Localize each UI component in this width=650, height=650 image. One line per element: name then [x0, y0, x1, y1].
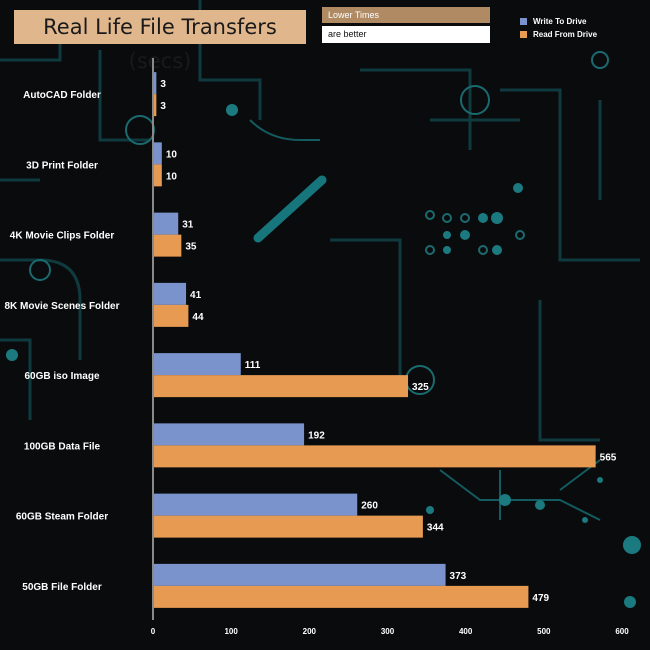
write-value-label-1: 10: [166, 149, 178, 160]
write-value-label-3: 41: [190, 290, 202, 301]
x-tick-label-4: 400: [459, 627, 473, 636]
x-tick-label-2: 200: [303, 627, 317, 636]
read-bar-2: [154, 234, 182, 257]
legend-item-write: Write To Drive: [520, 15, 597, 27]
legend-label-write: Write To Drive: [533, 16, 587, 26]
write-bar-6: [154, 493, 358, 516]
note-lower-times: Lower Times: [322, 7, 490, 23]
read-value-label-5: 565: [600, 452, 617, 463]
note-are-better: are better: [322, 26, 490, 43]
legend: Write To Drive Read From Drive: [520, 15, 597, 41]
write-bar-4: [154, 353, 241, 376]
read-bar-5: [154, 445, 596, 468]
read-bar-6: [154, 515, 423, 538]
write-bar-5: [154, 423, 305, 446]
category-label-1: 3D Print Folder: [26, 160, 98, 171]
write-bar-7: [154, 563, 446, 586]
x-tick-label-0: 0: [151, 627, 156, 636]
read-value-label-4: 325: [412, 382, 429, 393]
read-value-label-7: 479: [532, 593, 549, 604]
x-tick-label-3: 300: [381, 627, 395, 636]
legend-label-read: Read From Drive: [533, 29, 598, 39]
category-label-0: AutoCAD Folder: [23, 90, 101, 101]
read-value-label-2: 35: [185, 242, 197, 253]
write-value-label-7: 373: [450, 571, 467, 582]
read-bar-1: [154, 164, 162, 187]
category-label-4: 60GB iso Image: [24, 371, 99, 382]
x-tick-label-6: 600: [615, 627, 629, 636]
x-tick-label-5: 500: [537, 627, 551, 636]
read-bar-7: [154, 585, 529, 608]
read-value-label-1: 10: [166, 171, 178, 182]
read-bar-3: [154, 304, 189, 327]
write-value-label-0: 3: [160, 79, 166, 90]
chart-title: Real Life File Transfers (secs): [14, 10, 306, 73]
legend-swatch-read: [520, 30, 527, 38]
read-value-label-3: 44: [192, 312, 204, 323]
write-bar-1: [154, 142, 162, 165]
category-label-6: 60GB Steam Folder: [16, 512, 108, 523]
read-value-label-0: 3: [160, 101, 166, 112]
write-bar-0: [154, 72, 157, 95]
write-bar-3: [154, 282, 187, 305]
write-value-label-5: 192: [308, 430, 325, 441]
write-value-label-4: 111: [245, 360, 261, 371]
write-bar-2: [154, 212, 179, 235]
write-value-label-6: 260: [361, 501, 378, 512]
category-label-5: 100GB Data File: [24, 441, 101, 452]
write-value-label-2: 31: [182, 220, 194, 231]
legend-item-read: Read From Drive: [520, 28, 597, 40]
read-value-label-6: 344: [427, 523, 444, 534]
read-bar-0: [154, 94, 157, 117]
x-tick-label-1: 100: [224, 627, 238, 636]
category-label-7: 50GB File Folder: [22, 582, 102, 593]
read-bar-4: [154, 375, 409, 398]
category-label-2: 4K Movie Clips Folder: [10, 231, 115, 242]
legend-swatch-write: [520, 17, 527, 25]
category-label-3: 8K Movie Scenes Folder: [4, 301, 119, 312]
